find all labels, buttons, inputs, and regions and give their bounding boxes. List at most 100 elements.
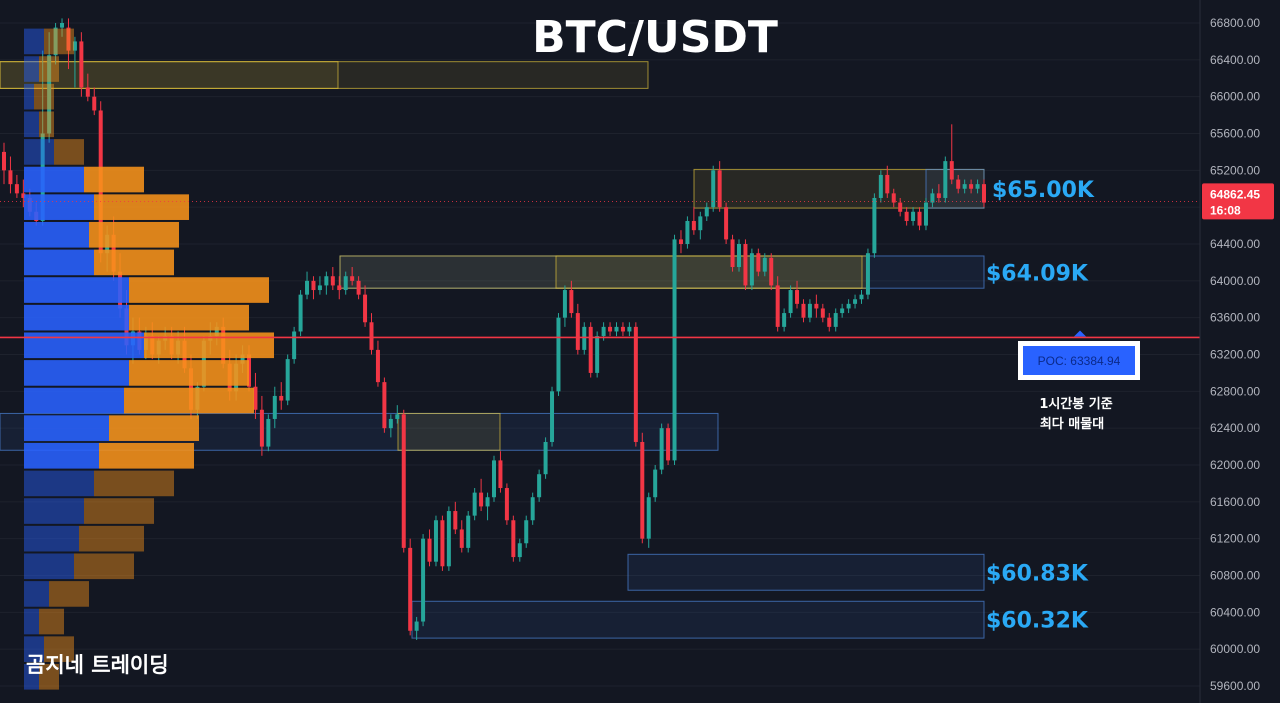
candle-down: [969, 184, 974, 189]
candle-up: [305, 280, 310, 295]
candle-up: [414, 621, 419, 631]
candle-down: [917, 211, 922, 226]
candle-up: [865, 253, 870, 295]
candle-up: [762, 257, 767, 272]
y-tick-label: 60400.00: [1210, 605, 1260, 619]
candle-up: [421, 538, 426, 622]
candle-down: [408, 547, 413, 631]
vp-bar-down: [84, 166, 144, 193]
candle-up: [472, 492, 477, 516]
candle-up: [872, 197, 877, 254]
candle-up: [853, 299, 858, 304]
candle-down: [678, 239, 683, 244]
candle-up: [543, 441, 548, 475]
candle-down: [511, 520, 516, 558]
vp-bar-up: [24, 166, 84, 193]
candle-down: [588, 326, 593, 373]
candle-up: [659, 428, 664, 470]
vp-bar-up: [24, 360, 129, 386]
vp-bar-up: [24, 332, 144, 359]
candle-down: [820, 308, 825, 318]
vp-bar-down: [34, 83, 54, 110]
candle-up: [60, 23, 65, 28]
candle-down: [337, 285, 342, 291]
candle-up: [930, 193, 935, 203]
candle-down: [608, 326, 613, 332]
vp-bar-down: [84, 498, 154, 524]
candle-up: [446, 511, 451, 567]
vp-bar-down: [124, 387, 254, 414]
vp-bar-down: [129, 360, 249, 386]
y-tick-label: 64400.00: [1210, 237, 1260, 251]
chart-title: BTC/USDT: [532, 12, 778, 63]
vp-bar-up: [24, 56, 39, 82]
candle-up: [614, 326, 619, 332]
candles: [2, 18, 986, 640]
y-tick-label: 60000.00: [1210, 642, 1260, 656]
candle-down: [279, 395, 284, 401]
candle-down: [14, 184, 19, 194]
poc-marker-icon: [1074, 330, 1086, 337]
vp-bar-up: [24, 194, 94, 220]
brand-label: 곰지네 트레이딩: [26, 653, 169, 677]
level-label-65000: $65.00K: [992, 178, 1095, 203]
candle-up: [962, 184, 967, 189]
current-price-tag-box: [1202, 183, 1274, 220]
candle-down: [453, 511, 458, 530]
candle-up: [749, 253, 754, 286]
candle-up: [272, 395, 277, 419]
vp-bar-down: [94, 194, 189, 220]
candle-down: [382, 382, 387, 429]
candle-down: [2, 151, 6, 171]
candle-down: [369, 322, 374, 350]
candle-down: [479, 492, 484, 507]
candle-down: [885, 174, 890, 194]
support-zone: [411, 600, 985, 639]
candle-up: [627, 326, 632, 332]
candle-up: [601, 326, 606, 337]
support-zone: [925, 168, 985, 209]
vp-bar-down: [94, 249, 174, 276]
candle-up: [737, 244, 741, 268]
vp-bar-up: [24, 249, 94, 276]
vp-bar-down: [39, 663, 59, 690]
candle-down: [66, 27, 71, 51]
candle-up: [833, 313, 838, 327]
vp-bar-down: [39, 608, 64, 635]
candle-down: [330, 276, 335, 286]
candle-up: [943, 161, 948, 198]
candle-up: [782, 313, 787, 327]
current-price-countdown: 16:08: [1210, 203, 1241, 217]
candle-up: [537, 474, 542, 498]
candle-up: [466, 515, 471, 548]
poc-note-line2: 최다 매물대: [1040, 416, 1104, 432]
candle-down: [440, 520, 445, 567]
y-tick-label: 63600.00: [1210, 311, 1260, 325]
vp-bar-down: [79, 525, 144, 552]
candle-up: [395, 414, 400, 419]
candle-down: [575, 313, 580, 350]
candle-down: [427, 538, 432, 562]
vp-bar-up: [24, 387, 124, 414]
candle-down: [356, 280, 361, 295]
vp-bar-down: [144, 332, 274, 359]
candle-up: [788, 290, 793, 314]
candle-down: [730, 239, 735, 268]
candle-up: [388, 418, 393, 429]
candle-up: [698, 216, 703, 231]
candle-up: [53, 27, 58, 56]
candle-up: [485, 497, 490, 507]
resistance-zone: [555, 255, 869, 289]
candle-down: [724, 207, 729, 240]
current-price-tag[interactable]: 64862.45 16:08: [1202, 183, 1274, 220]
candle-up: [582, 326, 587, 350]
candle-up: [672, 239, 677, 461]
candle-up: [562, 290, 567, 318]
y-tick-label: 61600.00: [1210, 495, 1260, 509]
candle-down: [814, 303, 819, 309]
candle-down: [311, 280, 316, 291]
candle-down: [569, 290, 574, 314]
vp-bar-up: [24, 304, 129, 331]
candle-up: [807, 303, 812, 318]
